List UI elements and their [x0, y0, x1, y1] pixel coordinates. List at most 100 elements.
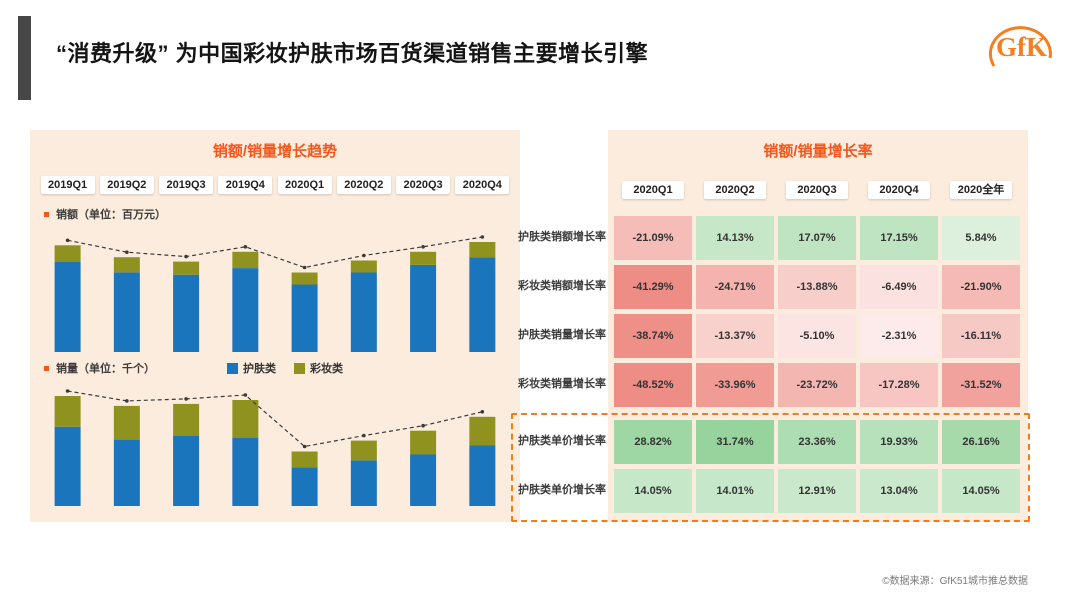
- total-line-marker: [125, 399, 129, 403]
- bar-segment: [291, 284, 318, 352]
- rate-cell: -38.74%: [614, 314, 692, 358]
- rate-cell: 12.91%: [778, 469, 856, 513]
- legend-item: 彩妆类: [294, 360, 343, 376]
- legend-swatch-icon: [294, 362, 305, 374]
- total-line-marker: [184, 254, 188, 259]
- column-header: 2020Q2: [704, 181, 766, 199]
- legend-swatch-icon: [227, 362, 238, 374]
- bar-segment: [173, 274, 200, 352]
- bar-segment: [291, 467, 318, 506]
- rate-cell: -5.10%: [778, 314, 856, 358]
- total-line-marker: [243, 245, 248, 249]
- rate-cell: -48.52%: [614, 363, 692, 407]
- rate-cell: -6.49%: [860, 265, 938, 309]
- bar-segment: [54, 245, 81, 262]
- bar-segment: [54, 396, 81, 427]
- bar-segment: [469, 416, 496, 446]
- row-label: 护肤类单价增长率: [518, 484, 606, 497]
- rate-panel-title: 销额/销量增长率: [763, 143, 873, 160]
- rate-cell: 17.07%: [778, 216, 856, 260]
- rate-cell: -21.09%: [614, 216, 692, 260]
- total-dashed-line: [67, 236, 483, 269]
- quarter-header: 2020Q4: [455, 176, 510, 194]
- legend-label: 护肤类: [243, 363, 276, 375]
- legend-label: 彩妆类: [310, 363, 343, 375]
- bar-segment: [173, 403, 200, 436]
- bar-segment: [469, 445, 496, 506]
- legend-item: 护肤类: [227, 360, 276, 376]
- bar-segment: [469, 257, 496, 352]
- rate-cell: -41.29%: [614, 265, 692, 309]
- quarter-header: 2019Q1: [40, 176, 95, 194]
- rate-cell: -21.90%: [942, 265, 1020, 309]
- bar-segment: [113, 405, 140, 440]
- bar-segment: [173, 261, 200, 275]
- rate-cell: 13.04%: [860, 469, 938, 513]
- table-row: 护肤类销量增长率 -38.74% -13.37% -5.10% -2.31% -16.11…: [518, 314, 1020, 358]
- quarter-header: 2020Q3: [396, 176, 451, 194]
- rate-cell: 14.05%: [614, 469, 692, 513]
- rate-cell: -33.96%: [696, 363, 774, 407]
- quarter-header: 2019Q4: [218, 176, 273, 194]
- quarter-header: 2019Q3: [159, 176, 214, 194]
- gfk-logo-arc: [988, 26, 1052, 67]
- volume-chart: [54, 389, 496, 506]
- bar-segment: [232, 268, 259, 352]
- row-label: 彩妆类销量增长率: [518, 378, 606, 391]
- amount-series-label: 销额（单位：百万元）: [44, 206, 166, 222]
- total-line-marker: [421, 245, 425, 249]
- bar-segment: [54, 426, 81, 506]
- volume-label: 销量（单位：千个）: [56, 363, 155, 375]
- total-line-marker: [302, 444, 307, 449]
- bar-segment: [232, 437, 259, 506]
- gfk-logo-text: GfK: [996, 32, 1047, 62]
- rate-cell: -31.52%: [942, 363, 1020, 407]
- amount-label: 销额（单位：百万元）: [56, 209, 166, 221]
- quarters-row: 2019Q1 2019Q2 2019Q3 2019Q4 2020Q1 2020Q2 2020…: [30, 176, 520, 196]
- bar-segment: [232, 251, 259, 269]
- total-line-marker: [65, 238, 70, 243]
- bullet-icon: [44, 365, 49, 371]
- table-row: 护肤类单价增长率 14.05% 14.01% 12.91% 13.04% 14.05%: [518, 469, 1020, 513]
- rate-cell: -17.28%: [860, 363, 938, 407]
- rate-cell: 31.74%: [696, 420, 774, 464]
- table-row: 彩妆类销额增长率 -41.29% -24.71% -13.88% -6.49% -21.9…: [518, 265, 1020, 309]
- rate-cell: 5.84%: [942, 216, 1020, 260]
- rate-cell: -23.72%: [778, 363, 856, 407]
- table-row: 护肤类单价增长率 28.82% 31.74% 23.36% 19.93% 26.16%: [518, 420, 1020, 464]
- quarter-header: 2019Q2: [99, 176, 154, 194]
- row-label: 护肤类销额增长率: [518, 231, 606, 244]
- total-line-marker: [184, 397, 188, 401]
- rate-cell: -13.88%: [778, 265, 856, 309]
- rate-cell: 14.05%: [942, 469, 1020, 513]
- row-label: 护肤类单价增长率: [518, 435, 606, 448]
- bar-segment: [350, 260, 377, 273]
- bar-segment: [350, 440, 377, 461]
- column-header: 2020Q4: [868, 181, 930, 199]
- title-accent-bar: [18, 16, 31, 100]
- gfk-logo: GfK: [986, 10, 1058, 86]
- bar-segment: [291, 451, 318, 468]
- chart-legend: 护肤类 彩妆类: [227, 360, 343, 376]
- bar-segment: [410, 454, 437, 506]
- bar-segment: [410, 430, 437, 455]
- total-line-marker: [302, 265, 307, 270]
- total-line-marker: [362, 253, 366, 258]
- bar-segment: [113, 272, 140, 352]
- rate-cell: 14.01%: [696, 469, 774, 513]
- quarter-header: 2020Q2: [336, 176, 391, 194]
- quarter-header: 2020Q1: [277, 176, 332, 194]
- rate-cell: -2.31%: [860, 314, 938, 358]
- rate-cell: 28.82%: [614, 420, 692, 464]
- total-line-marker: [125, 250, 129, 254]
- rate-table-rows: 护肤类销额增长率 -21.09% 14.13% 17.07% 17.15% 5.84% 彩妆…: [518, 216, 1020, 513]
- total-dashed-line: [67, 390, 483, 448]
- bar-segment: [291, 272, 318, 285]
- bar-segment: [410, 251, 437, 265]
- bar-segment: [232, 400, 259, 438]
- total-line-marker: [65, 389, 70, 393]
- total-line-marker: [421, 423, 425, 428]
- rate-cell: -16.11%: [942, 314, 1020, 358]
- rate-cell: 14.13%: [696, 216, 774, 260]
